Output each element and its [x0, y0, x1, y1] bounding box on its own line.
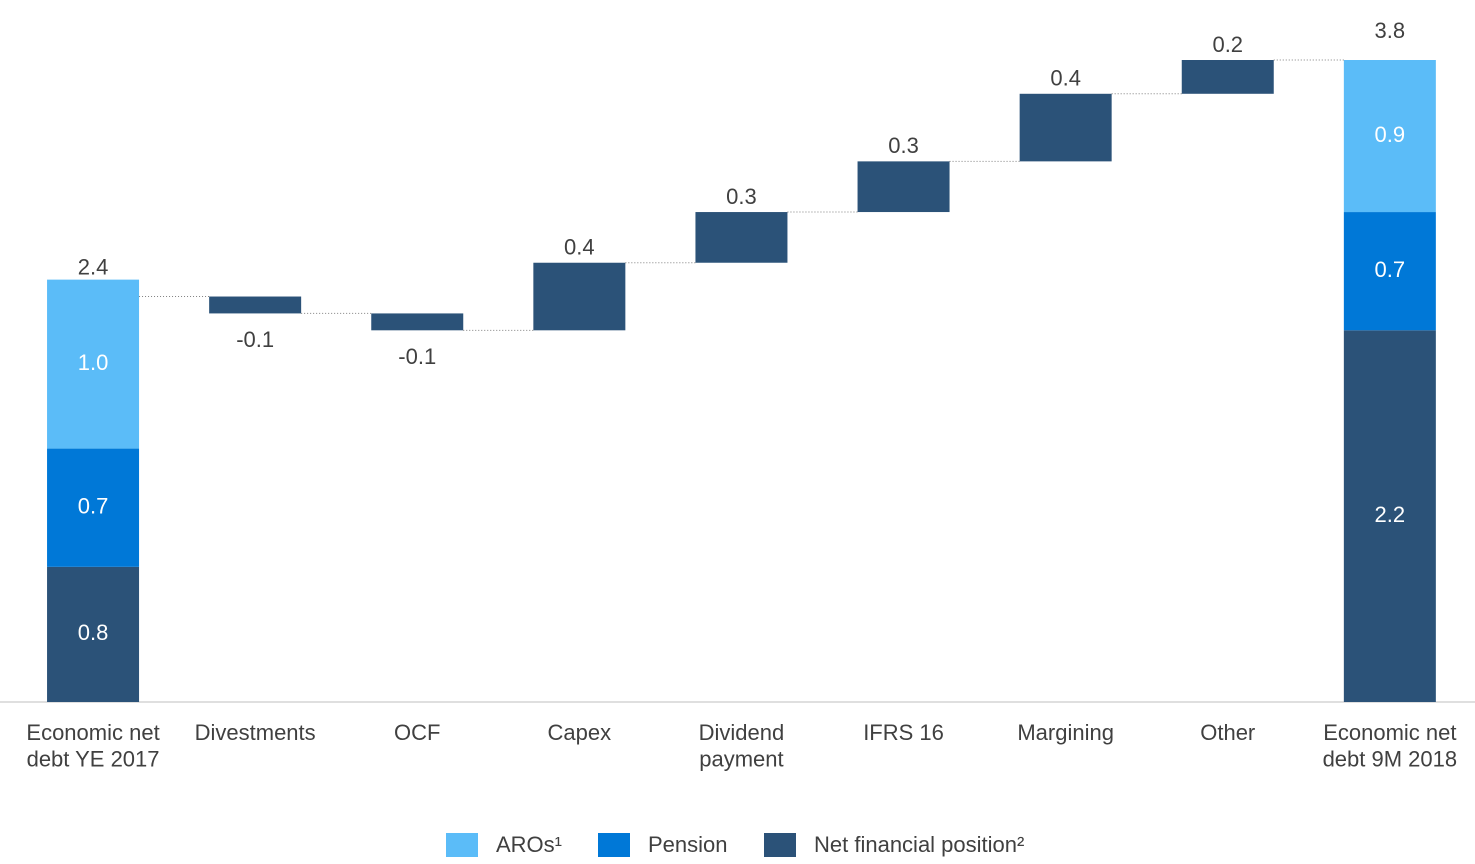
- delta-bar: [857, 161, 950, 213]
- delta-label: 0.4: [564, 235, 595, 260]
- segment-label: 0.7: [78, 494, 109, 519]
- segment-label: 0.9: [1375, 122, 1406, 147]
- stack-segment: [47, 448, 140, 567]
- segment-label: 0.8: [78, 620, 109, 645]
- x-tick-label: OCF: [394, 720, 440, 745]
- x-tick-label: Economic net debt YE 2017: [26, 720, 159, 771]
- x-tick-label: IFRS 16: [863, 720, 944, 745]
- x-tick-label: Divestments: [195, 720, 316, 745]
- delta-label: -0.1: [398, 344, 436, 369]
- delta-bar: [371, 313, 464, 331]
- x-tick-label: Other: [1200, 720, 1255, 745]
- legend-label: Net financial position²: [814, 832, 1024, 857]
- delta-label: 0.2: [1212, 32, 1243, 57]
- x-tick-label: Dividend payment: [699, 720, 785, 771]
- segment-label: 2.2: [1375, 502, 1406, 527]
- total-label: 3.8: [1375, 18, 1406, 43]
- delta-bar: [1019, 93, 1112, 162]
- stack-segment: [1343, 212, 1436, 331]
- delta-bar: [209, 296, 302, 314]
- x-tick-label: Capex: [548, 720, 612, 745]
- delta-bar: [533, 262, 626, 331]
- total-label: 2.4: [78, 254, 109, 279]
- segment-label: 0.7: [1375, 257, 1406, 282]
- segment-label: 1.0: [78, 350, 109, 375]
- delta-label: 0.4: [1050, 66, 1081, 91]
- delta-label: 0.3: [726, 184, 757, 209]
- legend-swatch: [764, 833, 796, 857]
- legend-swatch: [446, 833, 478, 857]
- delta-label: -0.1: [236, 327, 274, 352]
- legend-swatch: [598, 833, 630, 857]
- x-tick-label: Margining: [1017, 720, 1114, 745]
- stack-segment: [1343, 330, 1436, 702]
- x-tick-label: Economic net debt 9M 2018: [1323, 720, 1458, 771]
- delta-bar: [695, 212, 788, 263]
- stack-segment: [47, 279, 140, 449]
- legend-label: AROs¹: [496, 832, 562, 857]
- delta-label: 0.3: [888, 133, 919, 158]
- legend-label: Pension: [648, 832, 728, 857]
- stack-segment: [1343, 60, 1436, 213]
- delta-bar: [1181, 60, 1274, 94]
- stack-segment: [47, 566, 140, 702]
